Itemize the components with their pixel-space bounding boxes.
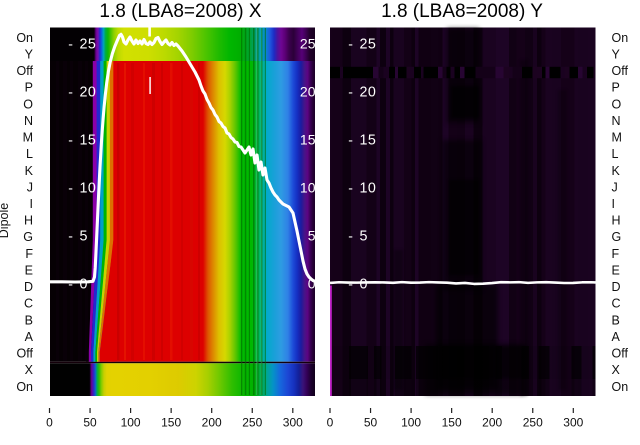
svg-text:H: H — [612, 214, 621, 228]
svg-text:C: C — [24, 297, 33, 311]
svg-text:300: 300 — [563, 416, 583, 430]
svg-text:Off: Off — [612, 64, 629, 78]
svg-text:15: 15 — [300, 132, 316, 148]
svg-text:20: 20 — [300, 84, 316, 100]
svg-text:0: 0 — [327, 416, 334, 430]
svg-text:300: 300 — [283, 416, 303, 430]
svg-text:50: 50 — [83, 416, 97, 430]
svg-text:On: On — [16, 31, 33, 45]
svg-text:15: 15 — [80, 133, 97, 149]
svg-text:5: 5 — [360, 229, 368, 245]
svg-text:0: 0 — [46, 416, 53, 430]
svg-text:150: 150 — [442, 416, 462, 430]
svg-text:X: X — [612, 363, 621, 377]
svg-text:200: 200 — [482, 416, 502, 430]
svg-text:F: F — [612, 247, 620, 261]
svg-text:B: B — [612, 313, 620, 327]
svg-text:X: X — [25, 363, 34, 377]
svg-text:25: 25 — [300, 36, 316, 52]
svg-text:20: 20 — [80, 85, 97, 101]
svg-text:O: O — [23, 97, 33, 111]
svg-text:Off: Off — [612, 347, 629, 361]
svg-text:A: A — [612, 330, 621, 344]
svg-text:1.8 (LBA8=2008) Y: 1.8 (LBA8=2008) Y — [381, 1, 543, 22]
svg-text:0: 0 — [308, 276, 316, 292]
svg-text:-: - — [68, 180, 73, 196]
svg-text:K: K — [612, 164, 621, 178]
svg-text:-: - — [68, 228, 73, 244]
svg-text:100: 100 — [121, 416, 141, 430]
svg-text:Off: Off — [17, 64, 34, 78]
svg-text:10: 10 — [360, 181, 377, 197]
svg-text:50: 50 — [364, 416, 378, 430]
svg-text:A: A — [25, 330, 34, 344]
svg-text:On: On — [16, 380, 33, 394]
svg-text:D: D — [612, 280, 621, 294]
svg-text:P: P — [25, 81, 33, 95]
svg-text:B: B — [25, 313, 33, 327]
svg-text:E: E — [612, 263, 620, 277]
svg-text:25: 25 — [80, 37, 97, 53]
svg-text:P: P — [612, 81, 620, 95]
svg-text:-: - — [348, 84, 353, 100]
svg-text:O: O — [612, 97, 622, 111]
svg-text:10: 10 — [300, 180, 316, 196]
svg-text:Y: Y — [612, 47, 621, 61]
svg-text:5: 5 — [80, 229, 88, 245]
svg-text:I: I — [30, 197, 33, 211]
svg-text:15: 15 — [360, 133, 377, 149]
svg-text:-: - — [348, 132, 353, 148]
svg-text:10: 10 — [80, 181, 97, 197]
svg-text:J: J — [612, 180, 618, 194]
svg-text:200: 200 — [202, 416, 222, 430]
svg-text:Off: Off — [17, 347, 34, 361]
svg-text:Dipole: Dipole — [0, 203, 11, 238]
svg-text:D: D — [24, 280, 33, 294]
svg-text:25: 25 — [360, 37, 377, 53]
svg-text:G: G — [23, 230, 33, 244]
svg-text:N: N — [612, 114, 621, 128]
svg-text:-: - — [348, 180, 353, 196]
svg-text:N: N — [24, 114, 33, 128]
svg-text:0: 0 — [360, 277, 368, 293]
svg-text:-: - — [68, 36, 73, 52]
svg-text:Y: Y — [25, 47, 34, 61]
svg-text:M: M — [23, 131, 33, 145]
svg-text:L: L — [26, 147, 33, 161]
svg-text:G: G — [612, 230, 622, 244]
svg-text:-: - — [68, 84, 73, 100]
svg-text:0: 0 — [80, 277, 88, 293]
svg-text:1.8 (LBA8=2008) X: 1.8 (LBA8=2008) X — [99, 1, 261, 22]
svg-text:150: 150 — [161, 416, 181, 430]
svg-text:250: 250 — [242, 416, 262, 430]
svg-text:H: H — [24, 214, 33, 228]
svg-text:F: F — [25, 247, 33, 261]
svg-text:250: 250 — [523, 416, 543, 430]
svg-text:E: E — [25, 263, 33, 277]
svg-text:-: - — [348, 228, 353, 244]
svg-text:M: M — [612, 131, 622, 145]
svg-text:On: On — [612, 31, 629, 45]
svg-text:5: 5 — [308, 228, 316, 244]
svg-text:L: L — [612, 147, 619, 161]
svg-text:-: - — [348, 276, 353, 292]
svg-text:K: K — [25, 164, 34, 178]
svg-text:On: On — [612, 380, 629, 394]
svg-text:-: - — [68, 276, 73, 292]
svg-text:J: J — [27, 180, 33, 194]
svg-text:20: 20 — [360, 85, 377, 101]
svg-text:100: 100 — [401, 416, 421, 430]
svg-text:I: I — [612, 197, 615, 211]
svg-text:C: C — [612, 297, 621, 311]
svg-text:-: - — [348, 36, 353, 52]
svg-text:-: - — [68, 132, 73, 148]
